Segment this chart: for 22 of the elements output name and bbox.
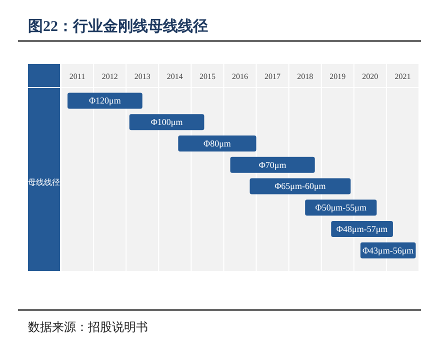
x-tick-label: 2016 — [232, 72, 248, 81]
x-tick-label: 2020 — [362, 72, 378, 81]
y-tick-label: Φ48μm-57μm — [336, 224, 388, 234]
x-tick-label: 2018 — [297, 72, 314, 81]
x-tick-label: 2014 — [166, 72, 183, 81]
x-tick-label: 2012 — [102, 72, 118, 81]
source-note: 数据来源：招股说明书 — [28, 320, 148, 334]
x-tick-label: 2019 — [330, 72, 346, 81]
x-tick-label: 2011 — [69, 72, 86, 81]
x-tick-label: 2017 — [264, 72, 281, 81]
y-tick-label: Φ50μm-55μm — [315, 202, 367, 213]
y-tick-label: Φ80μm — [204, 138, 231, 148]
y-axis-title: 母线线径 — [28, 178, 60, 187]
y-tick-label: Φ100μm — [150, 117, 183, 128]
x-tick-label: 2013 — [134, 72, 150, 81]
y-tick-label: Φ43μm-56μm — [362, 245, 414, 256]
x-tick-label: 2021 — [394, 72, 411, 81]
x-tick-label: 2015 — [199, 72, 216, 81]
y-tick-label: Φ65μm-60μm — [274, 181, 326, 192]
y-tick-label: Φ70μm — [258, 160, 286, 170]
chart-title: 图22：行业金刚线母线线径 — [28, 18, 208, 35]
y-tick-label: Φ120μm — [88, 96, 121, 106]
